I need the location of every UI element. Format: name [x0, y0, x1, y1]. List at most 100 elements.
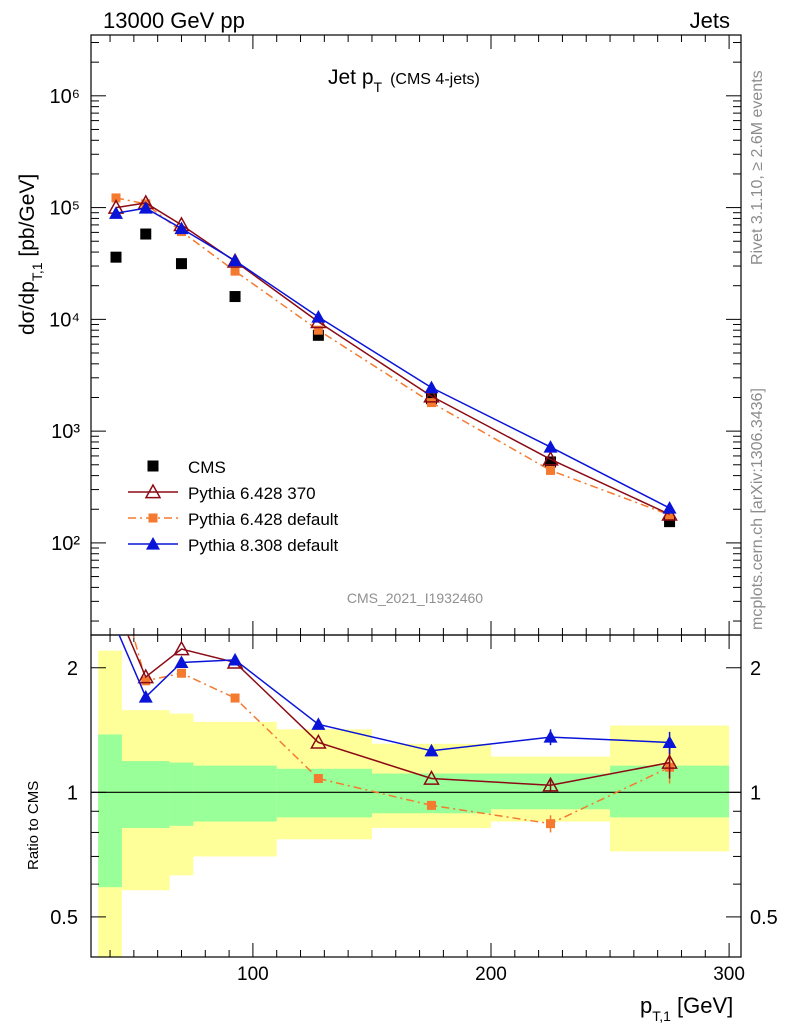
header-left: 13000 GeV pp [103, 8, 245, 33]
ratio-series-line [118, 635, 670, 752]
data-point [138, 201, 153, 214]
ratio-data-point [313, 774, 323, 784]
data-point [546, 465, 556, 475]
plot-title-main: Jet p [328, 66, 374, 89]
y-tick-label: 10² [51, 533, 80, 555]
band-green-bin [98, 734, 122, 888]
ratio-y-tick-label: 1 [67, 782, 78, 804]
legend-item: Pythia 8.308 default [128, 536, 339, 555]
ratio-y-tick-label: 0.5 [50, 907, 78, 929]
legend-marker [144, 483, 162, 499]
ratio-data-point [228, 652, 243, 666]
data-point [174, 221, 189, 235]
ratio-data-point [424, 743, 439, 757]
legend-item: Pythia 6.428 370 [128, 483, 316, 503]
data-point [661, 505, 678, 521]
data-point [664, 516, 676, 528]
ratio-data-point [173, 640, 190, 656]
ratio-data-point [109, 600, 123, 613]
ratio-bands [98, 650, 730, 957]
x-tick-label: 200 [475, 964, 507, 985]
header-right: Jets [690, 8, 730, 33]
ratio-data-point [141, 676, 151, 686]
legend-label: CMS [188, 458, 226, 477]
legend-item: Pythia 6.428 default [128, 510, 339, 529]
ratio-y-tick-label-right: 2 [750, 658, 761, 680]
series-line [115, 207, 670, 509]
ratio-data-point [112, 568, 121, 577]
ratio-data-point [546, 819, 556, 829]
data-point [111, 193, 121, 203]
data-point [665, 510, 675, 520]
x-tick-label: 300 [713, 964, 745, 985]
ratio-data-point [138, 689, 153, 703]
ratio-series-line [127, 635, 670, 787]
ratio-y-tick-label-right: 1 [750, 782, 761, 804]
plot-title-sub: T [374, 79, 383, 95]
band-green-bin [121, 761, 170, 828]
legend: CMS Pythia 6.428 370 Pythia 6.428 default P… [128, 458, 339, 555]
plot-title: Jet pT (CMS 4-jets) [328, 66, 480, 95]
y-tick-label: 10⁵ [49, 198, 80, 220]
data-point [110, 251, 122, 263]
data-point [662, 501, 677, 514]
data-point [109, 206, 123, 219]
data-point [313, 325, 323, 335]
data-point [542, 450, 559, 466]
legend-label: Pythia 6.428 default [188, 510, 339, 529]
y-tick-label: 10⁴ [49, 309, 80, 331]
ratio-data-point [310, 733, 327, 749]
ratio-panel: 100 200 300 0.5 0.5 1 1 2 2 [50, 35, 778, 985]
band-green-bin [193, 765, 277, 822]
ratio-data-point [174, 655, 189, 669]
legend-item: CMS [147, 458, 226, 477]
series-cms [110, 228, 676, 528]
ratio-data-point [423, 769, 440, 785]
ratio-data-point [542, 776, 559, 792]
data-point [175, 258, 187, 270]
side-label-mcplots: mcplots.cern.ch [arXiv:1306.3436] [749, 388, 766, 630]
main-panel: 10² 10³ 10⁴ 10⁵ 10⁶ [49, 34, 742, 636]
side-label-rivet: Rivet 3.1.10, ≥ 2.6M events [749, 70, 766, 265]
y-tick-label: 10³ [51, 421, 80, 443]
ratio-data-point [426, 800, 436, 810]
data-point [230, 266, 240, 276]
analysis-id: CMS_2021_I1932460 [347, 590, 483, 606]
legend-label: Pythia 8.308 default [188, 536, 339, 555]
ratio-data-point [543, 730, 558, 743]
ratio-frame [90, 634, 742, 958]
data-point [543, 440, 558, 453]
ratio-data-point [176, 668, 186, 678]
ratio-data-point [661, 754, 678, 769]
data-point [312, 329, 324, 341]
x-axis-title: pT,1 [GeV] [640, 993, 733, 1024]
ratio-series-pythia-8-308-default [109, 621, 677, 757]
series-pythia-8-308-default [109, 201, 677, 514]
ratio-series-line [132, 635, 670, 825]
data-point [229, 291, 241, 303]
y-axis-title-main: dσ/dpT,1 [pb/GeV] [16, 174, 45, 335]
y-axis-title-ratio: Ratio to CMS [25, 781, 42, 870]
legend-label: Pythia 6.428 370 [188, 484, 316, 503]
data-point [228, 253, 243, 267]
plot-title-note: (CMS 4-jets) [390, 71, 480, 88]
legend-marker [146, 537, 160, 550]
legend-marker [148, 513, 158, 523]
ratio-data-point [137, 668, 155, 684]
ratio-data-point [662, 735, 677, 749]
data-point [140, 228, 152, 240]
data-point [423, 387, 440, 403]
ratio-data-point [230, 693, 240, 703]
band-green-bin [169, 762, 194, 826]
data-point [311, 309, 326, 323]
ratio-y-tick-label-right: 0.5 [750, 907, 778, 929]
band-green-bin [276, 768, 372, 818]
ratio-y-tick-label: 2 [67, 658, 78, 680]
data-point [545, 456, 557, 468]
ratio-data-point [311, 717, 326, 730]
ratio-data-point [109, 621, 123, 634]
data-point [424, 380, 439, 394]
y-tick-label: 10⁶ [50, 86, 80, 108]
legend-marker [147, 460, 159, 472]
